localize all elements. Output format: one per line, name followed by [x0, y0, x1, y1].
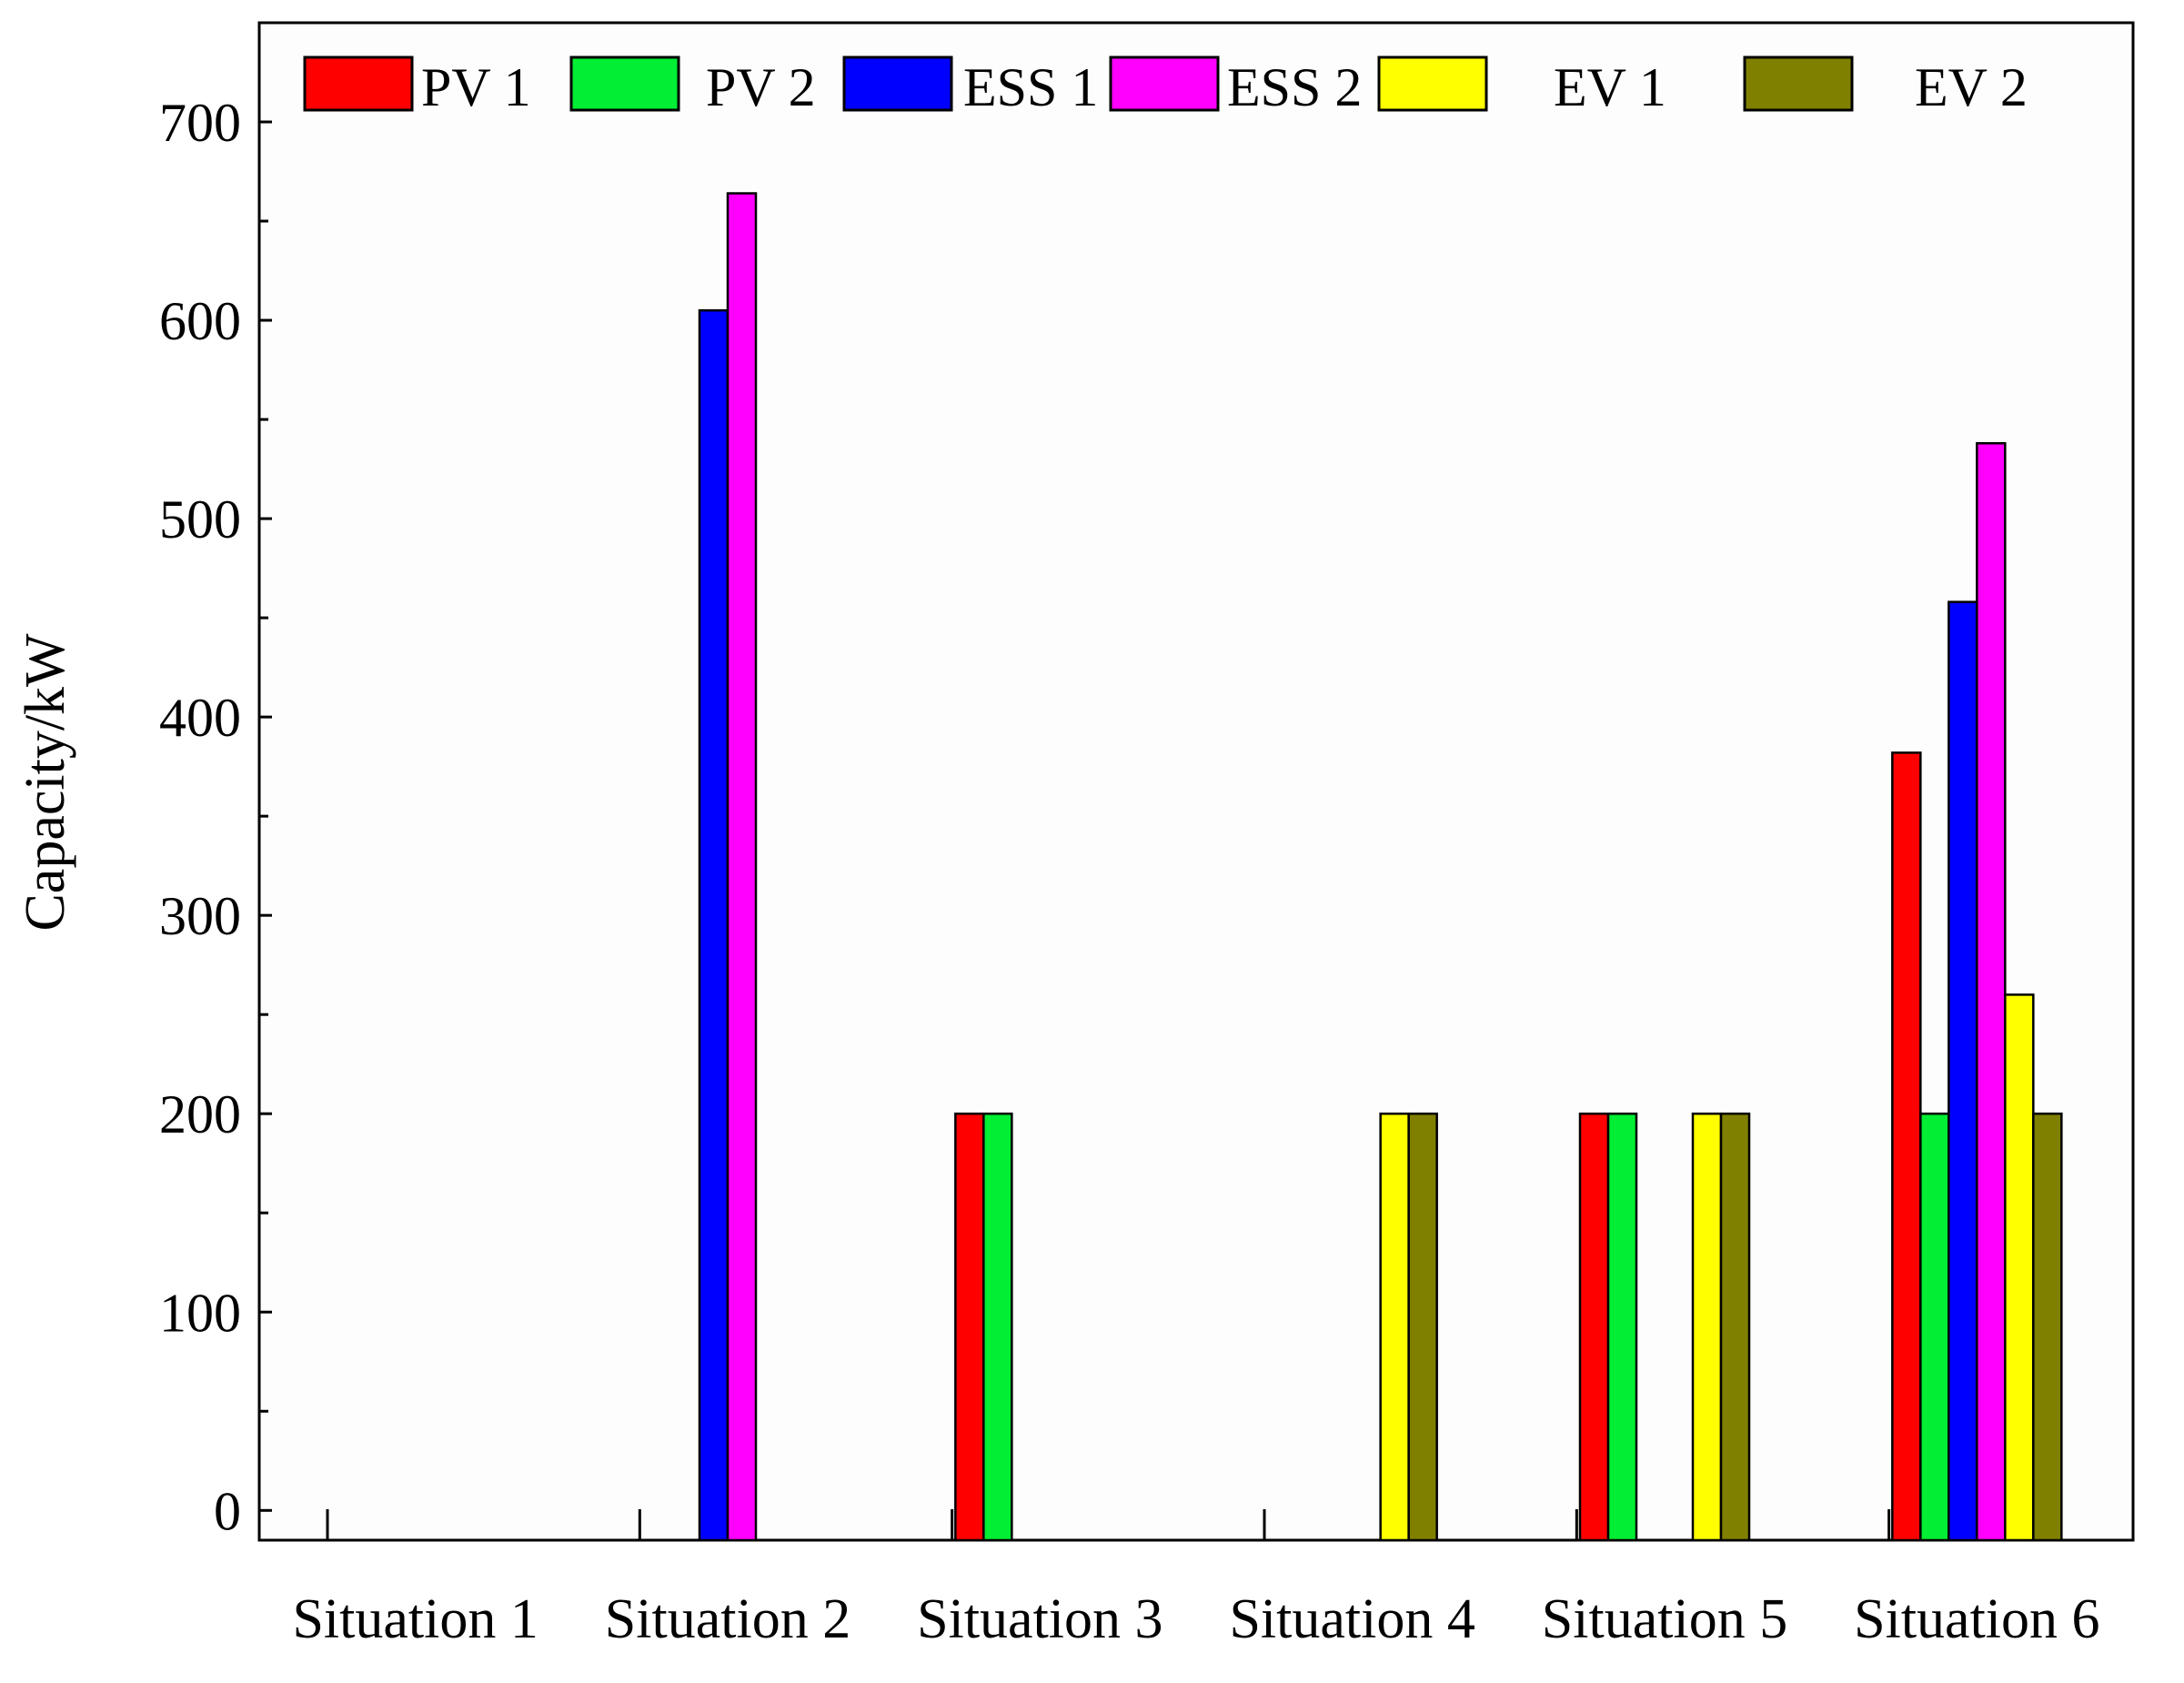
y-tick-label: 100 — [159, 1283, 241, 1343]
x-tick-label: Situation 5 — [1542, 1588, 1787, 1650]
bar-ev-2 — [1719, 1112, 1751, 1542]
x-tick-label: Situation 6 — [1854, 1588, 2099, 1650]
y-axis: 0 100 200 300 400 500 600 700 — [159, 93, 272, 1541]
bars-group — [698, 192, 2063, 1542]
bar-ev-2 — [2032, 1112, 2063, 1542]
bar-ess-1 — [698, 308, 730, 1542]
legend-swatch — [842, 55, 953, 112]
bar-ev-1 — [1379, 1112, 1410, 1542]
legend-swatch — [1743, 55, 1854, 112]
bar-ev-1 — [2004, 993, 2035, 1542]
y-tick-label: 400 — [159, 688, 241, 748]
legend-swatch — [1377, 55, 1488, 112]
bar-pv-1 — [1891, 751, 1922, 1542]
plot-area — [257, 21, 2135, 1542]
y-tick-label: 200 — [159, 1084, 241, 1144]
bar-ess-2 — [726, 192, 758, 1542]
x-tick-label: Situation 2 — [605, 1588, 850, 1650]
bar-ess-1 — [1947, 600, 1978, 1542]
x-axis: Situation 1 Situation 2 Situation 3 Situati… — [292, 1509, 2100, 1650]
legend: PV 1 PV 2 ESS 1 ESS 2 EV 1 EV 2 — [303, 55, 2028, 117]
bar-pv-2 — [1919, 1112, 1950, 1542]
x-tick-label: Situation 1 — [292, 1588, 538, 1650]
bar-pv-1 — [1578, 1112, 1610, 1542]
legend-label: ESS 1 — [963, 57, 1098, 117]
y-tick-label: 300 — [159, 886, 241, 946]
legend-swatch — [569, 55, 680, 112]
x-tick-label: Situation 3 — [917, 1588, 1162, 1650]
legend-label: PV 1 — [421, 57, 531, 117]
bar-ev-1 — [1691, 1112, 1723, 1542]
y-tick-label: 600 — [159, 291, 241, 351]
bar-ess-2 — [1976, 441, 2007, 1542]
y-axis-label: Capacity/kW — [15, 633, 76, 932]
y-tick-label: 500 — [159, 489, 241, 549]
y-tick-label: 700 — [159, 93, 241, 153]
legend-label: ESS 2 — [1227, 57, 1362, 117]
bar-ev-2 — [1407, 1112, 1438, 1542]
x-tick-label: Situation 4 — [1229, 1588, 1474, 1650]
bar-pv-2 — [1606, 1112, 1638, 1542]
legend-swatch — [303, 55, 414, 112]
y-tick-label: 0 — [214, 1481, 241, 1541]
bar-pv-2 — [982, 1112, 1013, 1542]
bar-pv-1 — [954, 1112, 985, 1542]
legend-label: EV 2 — [1915, 57, 2028, 117]
legend-label: PV 2 — [706, 57, 816, 117]
legend-label: EV 1 — [1554, 57, 1666, 117]
legend-swatch — [1109, 55, 1220, 112]
